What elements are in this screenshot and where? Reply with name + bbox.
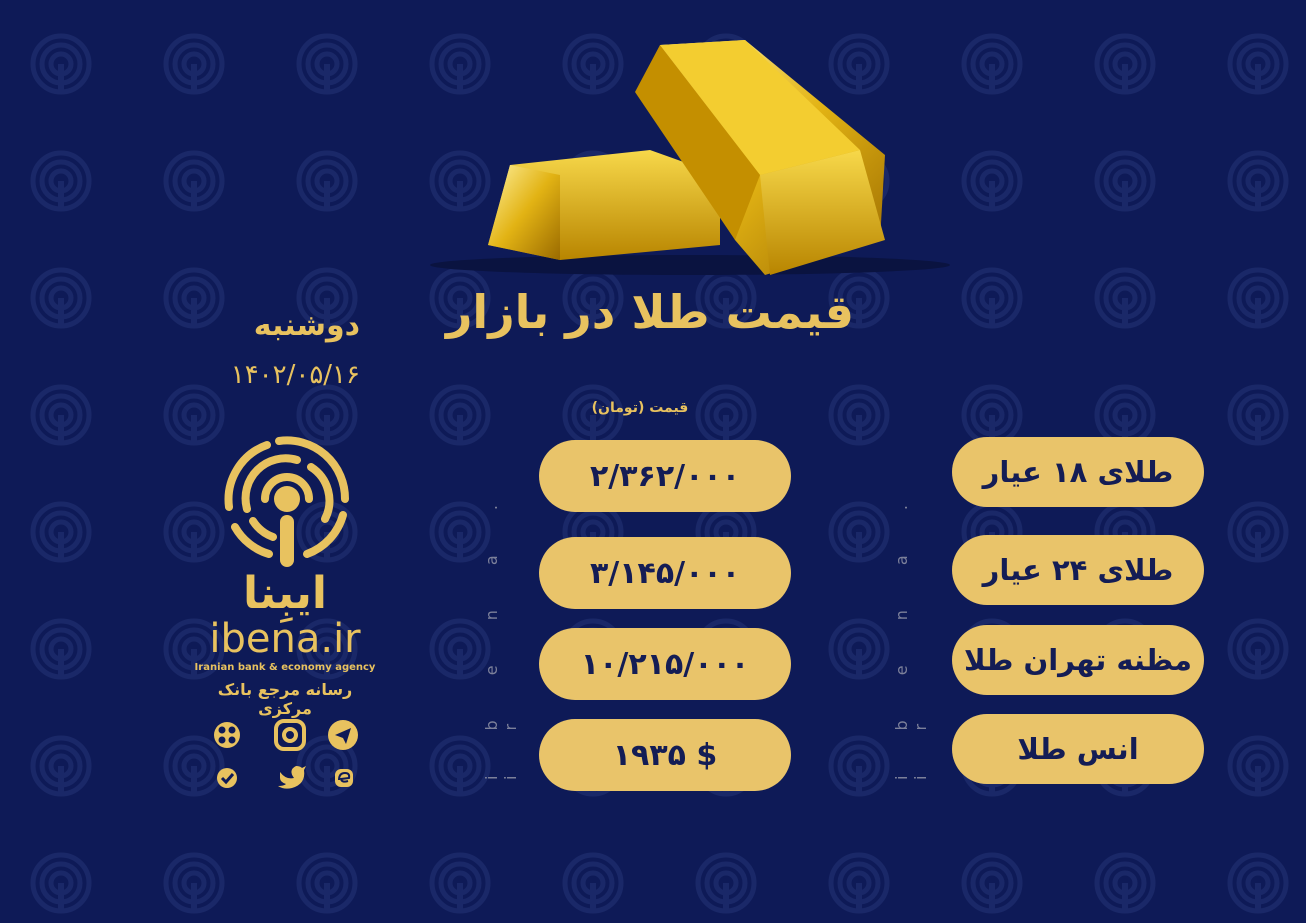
watermark-vertical-right: i b e n a . i r [892,485,930,780]
price-value: ۳/۱۴۵/۰۰۰ [589,555,741,591]
item-label: طلای ۲۴ عیار [982,553,1174,587]
tagline-fa: رسانه مرجع بانک مرکزی [217,680,353,718]
price-pill: ۲/۳۶۲/۰۰۰ [539,440,791,512]
watermark-vertical-left: i b e n a . i r [482,485,520,780]
price-value: ۱۰/۲۱۵/۰۰۰ [580,646,750,682]
price-pill: ۱۹۳۵ $ [539,719,791,791]
item-label-pill: طلای ۲۴ عیار [952,535,1204,605]
verified-icon[interactable] [217,768,237,788]
price-pill: ۳/۱۴۵/۰۰۰ [539,537,791,609]
twitter-icon[interactable] [278,766,306,789]
price-value: ۲/۳۶۲/۰۰۰ [589,458,741,494]
brand-name-en: ibena.ir [209,616,361,662]
ibena-logo-icon [224,436,350,567]
tagline-en: Iranian bank & economy agency [194,662,376,673]
eitaa-icon[interactable] [335,769,353,787]
page-title: قیمت طلا در بازار [445,285,855,339]
price-value: ۱۹۳۵ $ [612,737,718,773]
telegram-icon[interactable] [328,720,358,750]
social-icons [214,719,358,789]
price-unit-label: قیمت (تومان) [591,400,689,416]
item-label-pill: مظنه تهران طلا [952,625,1204,695]
item-label-pill: انس طلا [952,714,1204,784]
item-label: طلای ۱۸ عیار [982,455,1174,489]
item-label-pill: طلای ۱۸ عیار [952,437,1204,507]
item-label: انس طلا [1017,732,1139,766]
weekday: دوشنبه [253,308,360,343]
item-label: مظنه تهران طلا [964,643,1192,677]
date: ۱۴۰۲/۰۵/۱۶ [230,360,360,390]
gold-bars-image [488,40,885,275]
aparat-icon[interactable] [214,722,240,748]
price-pill: ۱۰/۲۱۵/۰۰۰ [539,628,791,700]
brand-name-fa: ایبِنا [242,568,328,619]
instagram-icon[interactable] [274,719,306,751]
